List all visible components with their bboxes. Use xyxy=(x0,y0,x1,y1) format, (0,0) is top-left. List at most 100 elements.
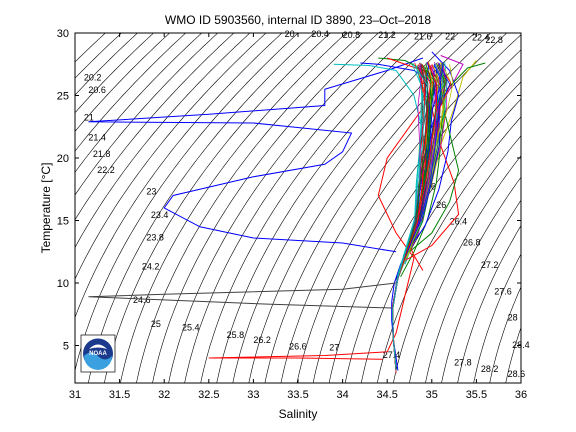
profile-line xyxy=(409,245,424,271)
density-contour-line xyxy=(538,21,576,384)
density-contour-line xyxy=(104,33,331,383)
logo-text: NOAA xyxy=(89,351,107,357)
x-tick-label: 32.5 xyxy=(198,389,219,401)
contour-label: 20.4 xyxy=(311,29,329,39)
density-contour-line xyxy=(296,34,521,383)
density-contour-line xyxy=(409,155,521,383)
contour-label: 26.4 xyxy=(450,216,468,226)
density-contour-line xyxy=(75,33,154,114)
density-contour-line xyxy=(75,33,138,96)
density-contour-line xyxy=(120,33,347,383)
density-contour-line xyxy=(216,33,443,383)
density-contour-line xyxy=(75,33,171,132)
density-contour-line xyxy=(554,21,576,384)
profile-line xyxy=(88,57,424,253)
contour-label: 21 xyxy=(84,113,94,123)
density-contour-line xyxy=(473,253,521,383)
density-contour-line xyxy=(312,49,521,383)
x-tick-label: 31 xyxy=(69,389,81,401)
x-axis-label: Salinity xyxy=(279,407,318,421)
profile-line xyxy=(208,64,442,360)
y-tick-label: 5 xyxy=(63,341,69,353)
chart-title: WMO ID 5903560, internal ID 3890, 23–Oct… xyxy=(165,13,431,27)
x-tick-label: 36 xyxy=(515,389,527,401)
y-tick-label: 20 xyxy=(57,153,69,165)
density-contour-line xyxy=(75,33,203,173)
profile-line xyxy=(409,62,486,253)
contour-label: 25 xyxy=(151,319,161,329)
density-contour-line xyxy=(232,33,460,383)
contour-label: 23 xyxy=(146,186,156,196)
contour-label: 23.4 xyxy=(151,210,169,220)
plot-area xyxy=(75,33,521,383)
profile-line xyxy=(88,282,397,309)
contour-label: 24.6 xyxy=(133,295,151,305)
density-contour-line xyxy=(75,33,283,319)
density-contour-line xyxy=(75,33,299,372)
contour-label: 27.4 xyxy=(383,350,401,360)
profile-line xyxy=(392,62,428,371)
contour-label: 25.8 xyxy=(227,330,245,340)
profile-series xyxy=(88,51,486,374)
density-contour-line xyxy=(75,33,251,249)
x-axis: 31 31.5 32 32.5 33 33.5 34 34.5 35 35.5 36 xyxy=(69,33,527,401)
x-tick-label: 31.5 xyxy=(109,389,130,401)
noaa-logo: NOAA xyxy=(80,334,116,373)
x-tick-label: 34 xyxy=(336,389,348,401)
contour-label: 27.2 xyxy=(481,260,499,270)
y-tick-label: 30 xyxy=(57,28,69,40)
contour-label: 22 xyxy=(445,31,455,41)
x-tick-label: 33.5 xyxy=(287,389,308,401)
y-tick-label: 10 xyxy=(57,278,69,290)
y-tick-label: 15 xyxy=(57,216,69,228)
contour-label: 26 xyxy=(436,200,446,210)
contour-label: 20.2 xyxy=(84,73,102,83)
contour-label: 21.6 xyxy=(414,31,432,41)
x-tick-label: 33 xyxy=(247,389,259,401)
contour-label: 23.8 xyxy=(146,233,164,243)
y-tick-label: 25 xyxy=(57,91,69,103)
density-contour-line xyxy=(75,33,267,280)
density-contour-line xyxy=(360,98,521,383)
contour-label: 24.2 xyxy=(142,261,160,271)
contour-label: 28.6 xyxy=(508,369,526,379)
contour-label: 28 xyxy=(508,313,518,323)
density-contour-line xyxy=(75,33,187,152)
contour-label: 27.6 xyxy=(494,286,512,296)
density-contour-line xyxy=(522,21,576,384)
density-contour-line xyxy=(570,21,576,384)
contour-label: 20.8 xyxy=(343,30,361,40)
density-contour-line xyxy=(393,135,521,383)
x-tick-label: 35 xyxy=(426,389,438,401)
contour-label: 25.4 xyxy=(182,323,200,333)
density-contour-line xyxy=(75,33,235,221)
contour-label: 21.8 xyxy=(93,149,111,159)
density-contour-line xyxy=(184,33,411,383)
density-contour-labels: 2020.420.821.221.62222.422.820.220.62121… xyxy=(84,29,530,379)
x-tick-label: 34.5 xyxy=(376,389,397,401)
contour-label: 22.4 xyxy=(472,33,490,43)
y-axis: 5 10 15 20 25 30 xyxy=(57,28,521,353)
density-contour-line xyxy=(200,33,427,383)
density-contour-line xyxy=(75,33,219,196)
density-contour-line xyxy=(441,199,521,383)
contour-label: 21.4 xyxy=(88,133,106,143)
x-tick-label: 35.5 xyxy=(466,389,487,401)
density-contour-line xyxy=(377,116,521,383)
density-contour-line xyxy=(280,33,508,383)
density-contour-line xyxy=(328,65,521,383)
contour-label: 26.8 xyxy=(463,238,481,248)
density-contour-line xyxy=(489,286,521,383)
contour-label: 22.2 xyxy=(97,165,115,175)
density-contour-line xyxy=(168,33,395,383)
contour-label: 27.8 xyxy=(454,358,472,368)
y-axis-label: Temperature [°C] xyxy=(39,163,53,254)
x-tick-label: 32 xyxy=(158,389,170,401)
contour-label: 28.2 xyxy=(481,364,499,374)
contour-label: 20 xyxy=(285,29,295,39)
contour-label: 26.2 xyxy=(253,335,271,345)
density-contour-line xyxy=(152,33,379,383)
density-contour-line xyxy=(88,33,315,383)
density-contour-line xyxy=(136,33,363,383)
